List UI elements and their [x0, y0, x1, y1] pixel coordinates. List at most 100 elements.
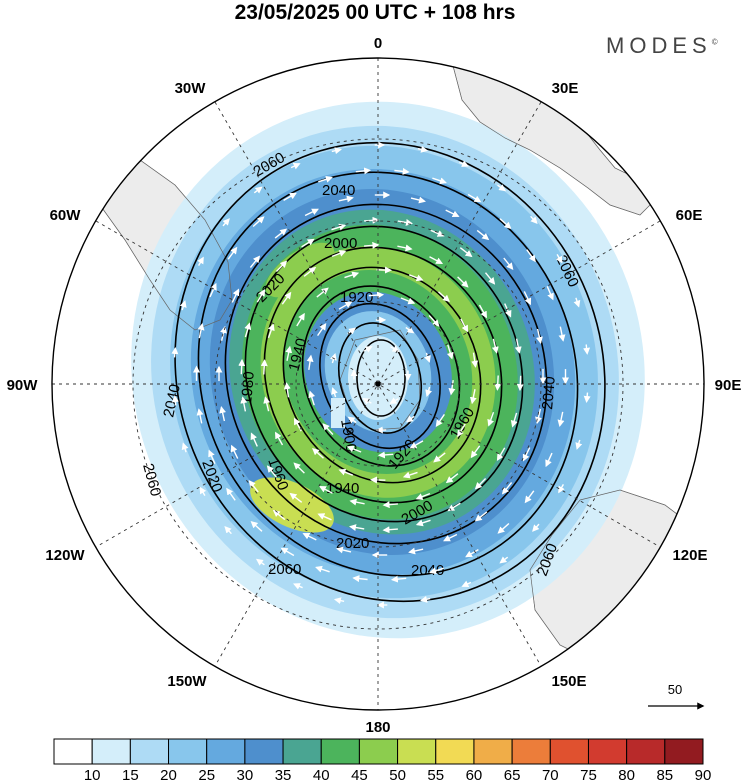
colorbar-swatch [206, 738, 246, 765]
wind-arrow [304, 208, 319, 217]
wind-arrow [253, 186, 263, 194]
wind-arrow [530, 215, 538, 225]
colorbar-tick-label: 80 [618, 767, 635, 782]
wind-arrow [497, 522, 510, 534]
wind-arrow [317, 513, 332, 521]
wind-arrow [231, 288, 240, 303]
wind-arrow [331, 250, 347, 258]
wind-arrow [252, 216, 265, 228]
wind-arrow [575, 439, 583, 450]
wind-arrow [199, 486, 207, 496]
wind-arrow [267, 323, 275, 339]
wind-arrow [263, 396, 271, 412]
colorbar-tick-label: 10 [84, 767, 101, 782]
wind-arrow [478, 304, 487, 319]
wind-arrow [428, 315, 440, 327]
colorbar: 10 15 20 25 30 35 40 45 50 55 60 65 70 75 80 85 90 [53, 738, 711, 782]
colorbar-tick-label: 30 [237, 767, 254, 782]
wind-arrow [415, 519, 431, 527]
wind-arrow [501, 482, 513, 495]
wind-arrow [402, 471, 418, 479]
wind-arrow [281, 291, 292, 305]
wind-arrow [255, 558, 265, 566]
colorbar-swatch [168, 738, 208, 765]
wind-arrow [524, 490, 535, 504]
wind-arrow [293, 583, 303, 590]
contour-label: 1920 [340, 289, 373, 306]
wind-arrow [433, 452, 446, 463]
longitude-label: 60W [50, 207, 82, 224]
contour-label: 2040 [322, 182, 355, 199]
longitude-label: 180 [365, 719, 390, 736]
wind-arrow [420, 595, 431, 603]
wind-arrow [197, 323, 205, 339]
wind-arrow [532, 523, 540, 532]
wind-arrow [522, 447, 531, 462]
wind-arrow [405, 326, 415, 334]
wind-arrow [244, 322, 252, 338]
contour-label: 2000 [324, 235, 357, 252]
wind-arrow [249, 255, 261, 268]
wind-arrow [308, 390, 316, 406]
wind-arrow [476, 229, 490, 241]
contour-label: 1980 [238, 371, 258, 406]
contour-label: 2020 [336, 535, 369, 552]
longitude-label: 90E [715, 377, 742, 394]
wind-arrow [459, 247, 473, 258]
colorbar-tick-label: 65 [504, 767, 521, 782]
wind-arrow [338, 301, 353, 310]
wind-arrow [318, 486, 333, 494]
longitude-label: 60E [676, 207, 703, 224]
wind-arrow [429, 567, 444, 575]
wind-arrow [227, 246, 238, 260]
wind-arrow [377, 451, 394, 459]
wind-arrow [443, 533, 458, 542]
wind-arrow [491, 338, 499, 354]
wind-arrow [224, 525, 232, 535]
colorbar-tick-label: 55 [427, 767, 444, 782]
wind-arrow [347, 416, 357, 424]
contour-label: 2040 [539, 376, 559, 411]
map-boundary [51, 57, 705, 711]
wind-arrow [499, 556, 509, 564]
colorbar-swatch [549, 738, 589, 765]
wind-arrow [226, 487, 236, 501]
colorbar-tick-label: 40 [313, 767, 330, 782]
colorbar-swatch [664, 738, 704, 765]
wind-arrow [397, 219, 413, 226]
map-title: 23/05/2025 00 UTC + 108 hrs [234, 1, 516, 24]
wind-arrow [425, 386, 432, 397]
wind-arrow [346, 445, 362, 453]
longitude-label: 0 [374, 35, 382, 52]
wind-arrow [465, 548, 479, 558]
wind-arrow [331, 223, 347, 231]
wind-arrow [504, 303, 512, 318]
wind-arrow [583, 392, 591, 403]
wind-arrow [296, 312, 305, 327]
wind-arrow [382, 526, 398, 534]
wind-arrow [470, 445, 481, 459]
wind-arrow [430, 229, 445, 237]
wind-arrow [558, 326, 566, 342]
wind-arrow [344, 271, 360, 279]
wind-arrow [256, 288, 266, 303]
colorbar-swatch [435, 738, 475, 765]
wind-arrow [331, 387, 338, 398]
colorbar-swatch [626, 738, 666, 765]
wind-arrow [446, 344, 454, 360]
longitude-label: 120W [45, 547, 85, 564]
wind-arrow [368, 291, 385, 299]
wind-arrow [555, 254, 563, 264]
wind-arrow [474, 511, 488, 522]
wind-arrow [397, 244, 413, 252]
colorbar-swatch [473, 738, 513, 765]
wind-arrow [474, 478, 487, 490]
wind-arrow [301, 238, 315, 248]
wind-arrow [535, 328, 543, 344]
wind-arrow [303, 266, 317, 277]
wind-arrow [514, 338, 522, 354]
wind-arrow [283, 382, 291, 398]
wind-arrow [460, 318, 469, 333]
wind-arrow [405, 415, 415, 423]
